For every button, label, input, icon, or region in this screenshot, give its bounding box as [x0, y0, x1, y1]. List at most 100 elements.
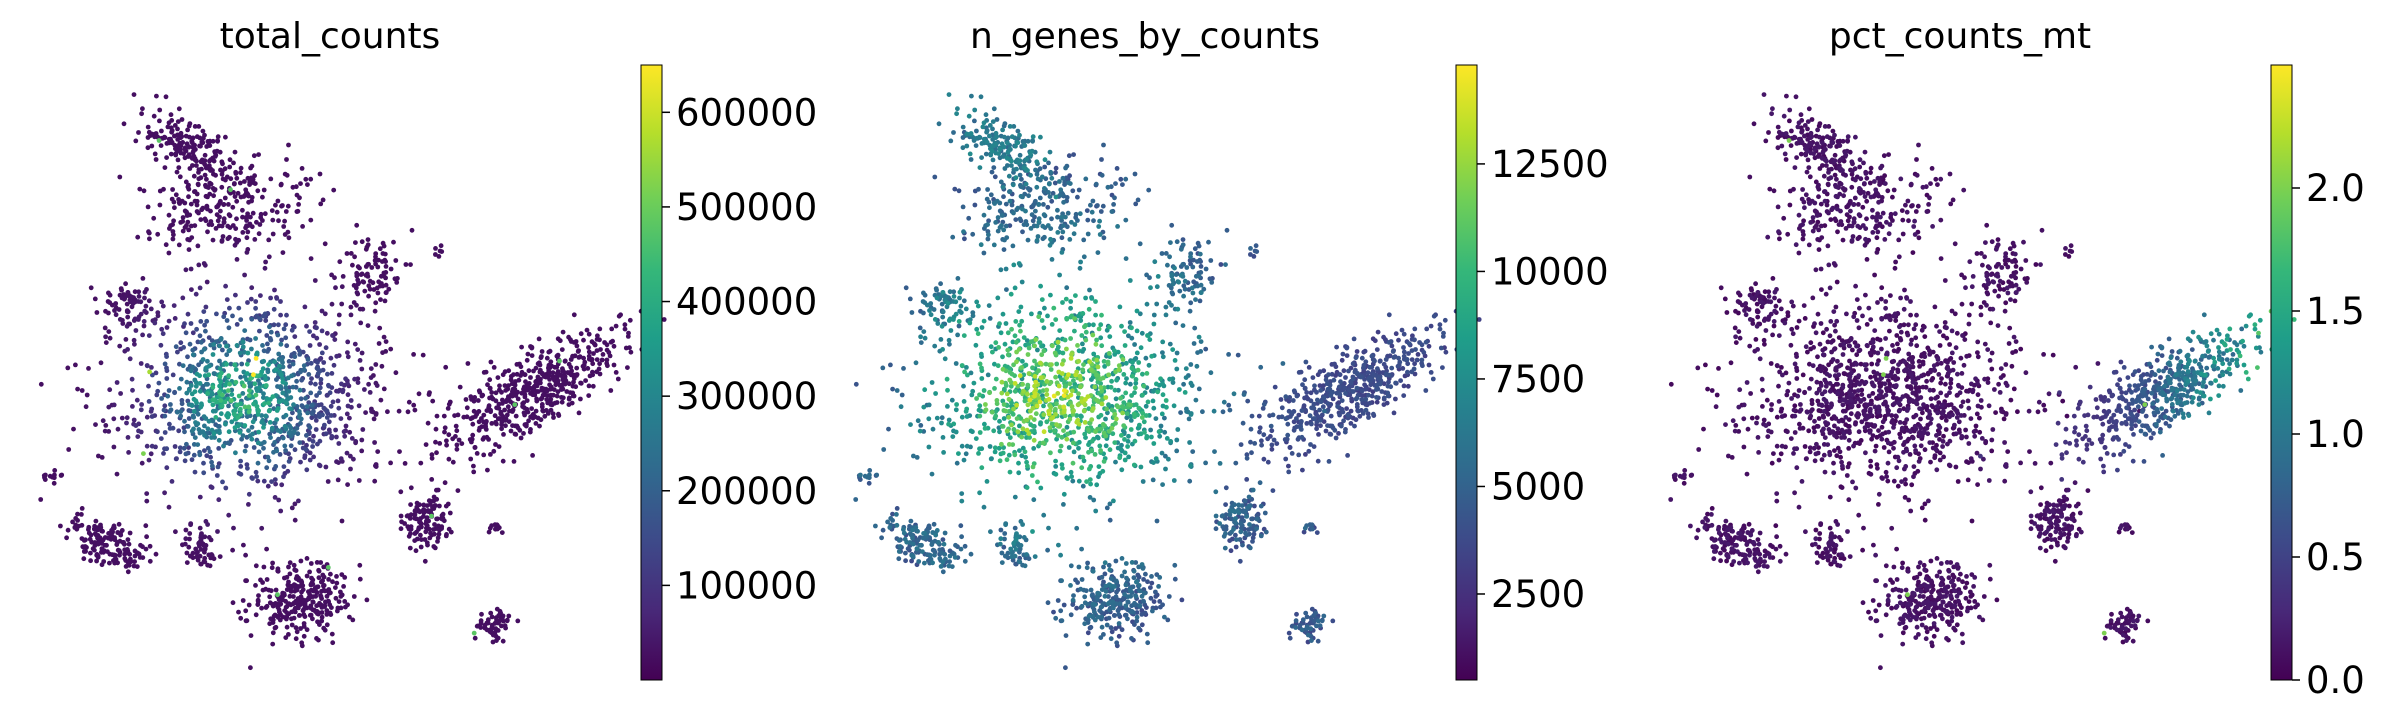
scatter-point — [320, 572, 326, 578]
scatter-point — [274, 209, 280, 215]
scatter-point — [191, 452, 197, 458]
scatter-point — [338, 416, 344, 421]
scatter-point — [968, 551, 974, 557]
scatter-point — [65, 527, 71, 533]
scatter-point — [1132, 342, 1137, 347]
scatter-point — [275, 568, 281, 574]
scatter-point — [582, 359, 588, 365]
scatter-point — [355, 291, 361, 297]
scatter-point — [197, 452, 203, 458]
scatter-point — [471, 463, 476, 469]
scatter-point — [1300, 617, 1306, 623]
scatter-point — [299, 166, 305, 171]
scatter-point — [1017, 132, 1022, 138]
scatter-point — [98, 525, 104, 530]
scatter-point — [531, 368, 536, 374]
scatter-point — [238, 412, 243, 417]
scatter-point — [1188, 300, 1194, 306]
scatter-point — [1325, 401, 1331, 406]
scatter-point — [470, 421, 476, 427]
scatter-point — [1337, 372, 1343, 378]
scatter-point — [1218, 262, 1224, 267]
scatter-point — [1184, 265, 1190, 270]
scatter-point — [917, 325, 923, 331]
scatter-point — [285, 203, 291, 209]
scatter-point — [168, 151, 174, 157]
scatter-point — [153, 551, 159, 557]
scatter-point — [1366, 415, 1371, 420]
scatter-point — [1366, 376, 1372, 381]
scatter-point — [301, 612, 307, 617]
scatter-point — [548, 407, 554, 413]
scatter-point — [291, 402, 296, 408]
scatter-point — [315, 360, 320, 365]
scatter-point — [1401, 383, 1407, 389]
scatter-point — [334, 353, 340, 359]
scatter-point — [261, 564, 267, 570]
scatter-point — [155, 429, 160, 435]
panel-title: total_counts — [220, 16, 441, 57]
scatter-point — [1160, 482, 1165, 487]
scatter-point — [538, 396, 544, 402]
scatter-point — [1355, 408, 1361, 414]
scatter-point — [962, 543, 968, 549]
scatter-point — [357, 358, 363, 363]
scatter-point — [594, 348, 600, 353]
scatter-point — [1287, 635, 1293, 641]
scatter-point — [412, 538, 418, 543]
scatter-point — [1122, 569, 1127, 575]
scatter-point — [1004, 140, 1010, 146]
scatter-point — [255, 440, 261, 446]
scatter-point — [276, 351, 282, 357]
scatter-point — [585, 366, 591, 371]
scatter-point — [282, 443, 288, 449]
scatter-point — [873, 523, 878, 529]
scatter-point — [240, 207, 245, 213]
scatter-point — [1258, 533, 1264, 539]
scatter-point — [1048, 236, 1053, 242]
scatter-point — [1249, 413, 1255, 419]
scatter-point — [104, 542, 109, 548]
scatter-point — [381, 386, 387, 392]
scatter-point — [1068, 583, 1073, 588]
scatter-point — [1180, 323, 1186, 328]
scatter-point — [1156, 584, 1161, 589]
scatter-point — [245, 465, 250, 471]
scatter-point — [927, 308, 932, 313]
scatter-point — [586, 393, 592, 398]
scatter-point — [252, 173, 257, 179]
scatter-point — [1244, 455, 1250, 461]
scatter-point — [294, 629, 300, 635]
scatter-point — [129, 376, 135, 382]
scatter-point — [266, 237, 272, 243]
scatter-point — [262, 311, 268, 317]
scatter-point — [1137, 241, 1143, 247]
scatter-point — [1028, 226, 1034, 231]
scatter-point — [296, 498, 301, 504]
scatter-point — [297, 195, 302, 201]
scatter-point — [173, 192, 179, 198]
scatter-point — [615, 376, 621, 382]
scatter-point — [188, 368, 194, 374]
scatter-point — [367, 390, 373, 395]
scatter-point — [117, 343, 123, 349]
scatter-point — [73, 362, 78, 368]
scatter-point — [508, 377, 514, 383]
scatter-point — [300, 224, 305, 229]
scatter-point — [425, 420, 431, 426]
scatter-point — [1080, 483, 1086, 489]
scatter-point — [983, 151, 989, 157]
scatter-point — [947, 553, 953, 559]
scatter-point — [1049, 175, 1055, 181]
scatter-point — [981, 212, 987, 218]
scatter-point — [287, 423, 292, 429]
scatter-point — [72, 525, 78, 530]
scatter-point — [1018, 543, 1024, 548]
scatter-point — [259, 605, 264, 611]
scatter-point — [483, 423, 488, 429]
scatter-point — [199, 166, 204, 172]
scatter-point — [233, 379, 239, 385]
scatter-point — [987, 123, 993, 128]
scatter-point — [1085, 231, 1091, 237]
scatter-point — [344, 411, 350, 417]
